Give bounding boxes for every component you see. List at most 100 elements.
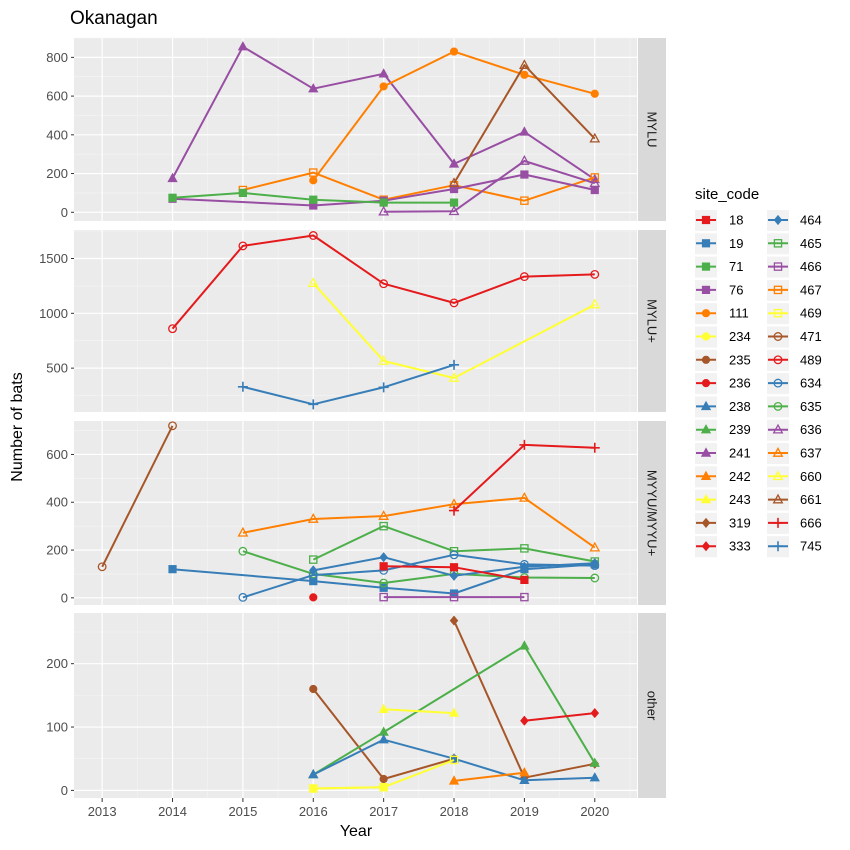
- x-tick-label: 2017: [369, 804, 398, 819]
- legend-entry-19: 19: [695, 233, 743, 255]
- data-point-19: [168, 565, 177, 574]
- data-point-666: [589, 442, 600, 453]
- series-line-471: [101, 425, 174, 568]
- series-464: [309, 552, 600, 581]
- legend-title: site_code: [695, 186, 759, 203]
- legend-key-marker: [772, 447, 784, 457]
- data-point-471: [168, 421, 177, 431]
- data-point-637: [378, 510, 390, 520]
- legend-label: 18: [729, 213, 743, 228]
- legend-entry-319: 319: [695, 512, 751, 534]
- y-tick-label: 100: [46, 720, 68, 735]
- data-point-745: [308, 399, 319, 410]
- facet-strip-label: MYYU/MYYU+: [645, 470, 660, 556]
- facet-strip: [638, 613, 666, 798]
- legend-entry-464: 464: [767, 210, 822, 231]
- legend-label: 464: [800, 213, 822, 228]
- y-tick-label: 600: [46, 89, 68, 104]
- series-637: [237, 491, 601, 552]
- data-point-464: [520, 561, 529, 572]
- panel-mylu-: 500 1000 1500 MYLU+: [39, 230, 666, 412]
- facet-strip-label: MYLU+: [645, 299, 660, 343]
- data-point-636: [378, 205, 390, 216]
- data-point-239: [519, 640, 530, 650]
- legend-entry-241: 241: [695, 443, 751, 464]
- data-point-636: [518, 155, 530, 165]
- legend-entry-467: 467: [767, 279, 822, 301]
- series-line-637: [242, 496, 596, 549]
- data-point-111: [590, 89, 599, 98]
- data-point-489: [590, 269, 600, 279]
- data-point-464: [379, 552, 388, 563]
- data-point-464: [309, 565, 318, 576]
- series-line-242: [453, 771, 525, 782]
- y-tick-label: 0: [61, 205, 68, 220]
- data-point-465: [520, 544, 529, 553]
- data-point-465: [379, 521, 388, 531]
- legend-label: 467: [800, 282, 822, 297]
- y-tick-label: 800: [46, 50, 68, 65]
- data-point-467: [590, 173, 600, 182]
- panel-other: 0 100 200 other: [46, 613, 666, 798]
- series-line-745: [242, 363, 455, 406]
- x-tick-label: 2016: [299, 804, 328, 819]
- data-point-466: [520, 592, 529, 602]
- data-point-234: [379, 783, 388, 792]
- legend-label: 465: [800, 236, 822, 251]
- legend-entry-466: 466: [767, 256, 822, 278]
- y-tick-label: 200: [46, 656, 68, 671]
- data-point-333: [590, 708, 600, 719]
- data-point-18: [520, 575, 529, 585]
- legend-entry-471: 471: [767, 326, 822, 348]
- data-point-636: [448, 205, 460, 216]
- x-axis-label: Year: [340, 823, 373, 840]
- data-point-76: [590, 185, 599, 195]
- series-243: [378, 703, 460, 717]
- legend-entry-236: 236: [695, 373, 751, 395]
- data-point-637: [237, 526, 249, 537]
- data-point-242: [519, 767, 530, 777]
- legend-key-marker: [773, 308, 783, 318]
- facet-strip-label: other: [645, 691, 660, 721]
- data-point-234: [309, 784, 318, 793]
- legend: site_code 18 19 71 76 111 234 235 236 238 239 241 2…: [695, 186, 822, 558]
- data-point-111: [449, 47, 459, 56]
- panel-background: [74, 613, 637, 798]
- series-line-467: [242, 171, 596, 202]
- series-line-19: [172, 563, 595, 595]
- data-point-666: [519, 439, 530, 450]
- legend-label: 239: [729, 422, 751, 437]
- legend-key-marker: [701, 215, 711, 225]
- data-point-660: [378, 355, 390, 365]
- y-tick-label: 500: [46, 361, 68, 376]
- data-point-19: [379, 583, 388, 592]
- data-point-111: [520, 70, 529, 79]
- series-745: [237, 359, 460, 410]
- data-point-71: [449, 198, 459, 207]
- legend-label: 243: [729, 492, 751, 507]
- data-point-635: [238, 546, 248, 556]
- legend-label: 636: [800, 422, 822, 437]
- data-point-71: [309, 195, 318, 204]
- data-point-18: [379, 562, 388, 571]
- legend-label: 236: [729, 376, 751, 391]
- y-tick-label: 200: [46, 543, 68, 558]
- legend-key-marker: [773, 541, 783, 552]
- data-point-236: [309, 593, 318, 602]
- x-axis: 2013 2014 2015 2016 2017 2018 2019 2020: [88, 798, 609, 819]
- series-241: [167, 41, 600, 184]
- data-point-71: [379, 198, 388, 207]
- data-point-241: [167, 172, 178, 183]
- legend-label: 635: [800, 399, 822, 414]
- data-point-241: [237, 41, 249, 51]
- legend-label: 76: [729, 282, 743, 297]
- series-238: [308, 734, 600, 784]
- data-point-71: [168, 193, 177, 202]
- data-point-18: [449, 563, 459, 572]
- data-point-660: [448, 372, 460, 382]
- legend-key-marker: [700, 400, 712, 411]
- series-242: [448, 767, 530, 785]
- legend-key-marker: [773, 285, 783, 295]
- legend-label: 319: [729, 515, 751, 530]
